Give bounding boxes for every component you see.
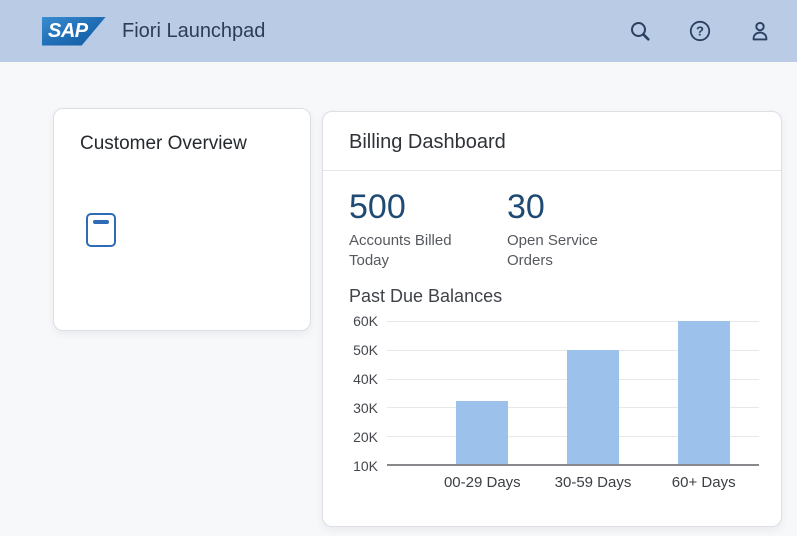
sap-logo-text: SAP	[48, 19, 88, 42]
tile-customer-overview[interactable]: Customer Overview	[53, 108, 311, 331]
x-category-label: 00-29 Days	[443, 474, 521, 492]
y-tick-label: 30K	[353, 400, 378, 417]
search-icon	[628, 19, 652, 43]
bar-slot	[538, 321, 649, 465]
help-icon: ?	[688, 19, 712, 43]
y-tick-label: 50K	[353, 342, 378, 359]
kpi-open-service-orders: 30 Open Service Orders	[507, 188, 619, 270]
bar-00-29 Days[interactable]	[456, 401, 509, 465]
chart-x-labels: 00-29 Days 30-59 Days 60+ Days	[387, 474, 759, 491]
x-category-label: 60+ Days	[671, 474, 736, 492]
profile-icon	[748, 19, 772, 43]
search-button[interactable]	[623, 14, 657, 48]
document-icon	[86, 213, 116, 247]
y-tick-label: 10K	[353, 458, 378, 475]
gridline	[387, 321, 759, 323]
y-tick-label: 60K	[353, 313, 378, 330]
app-title: Fiori Launchpad	[122, 19, 266, 42]
card-title: Billing Dashboard	[349, 131, 506, 153]
x-category-label: 30-59 Days	[554, 474, 632, 492]
bar-30-59 Days[interactable]	[567, 350, 619, 465]
bar-slot	[648, 321, 759, 465]
kpi-value: 500	[349, 188, 406, 226]
chart-body: 60K 50K 40K 30K 20K 10K	[349, 313, 759, 474]
y-tick-label: 20K	[353, 429, 378, 446]
bar-slot	[427, 321, 538, 465]
kpi-label: Accounts Billed Today	[349, 232, 452, 269]
kpi-value: 30	[507, 188, 545, 226]
card-billing-dashboard: Billing Dashboard 500 Accounts Billed To…	[322, 111, 782, 527]
kpi-row: 500 Accounts Billed Today 30 Open Servic…	[323, 171, 781, 270]
chart-title: Past Due Balances	[349, 286, 503, 307]
y-tick-label: 40K	[353, 371, 378, 388]
chart-y-axis: 60K 50K 40K 30K 20K 10K	[349, 313, 387, 474]
tile-title: Customer Overview	[80, 133, 247, 154]
profile-button[interactable]	[743, 14, 777, 48]
bar-60+ Days[interactable]	[677, 321, 730, 465]
shell-header: SAP Fiori Launchpad ?	[0, 0, 797, 62]
help-button[interactable]: ?	[683, 14, 717, 48]
launchpad-content: Customer Overview Billing Dashboard 500 …	[0, 62, 797, 536]
card-header: Billing Dashboard	[323, 112, 781, 171]
sap-logo[interactable]: SAP	[42, 16, 106, 46]
svg-text:?: ?	[696, 24, 704, 39]
kpi-label: Open Service Orders	[507, 232, 598, 269]
chart-plot	[387, 321, 759, 467]
kpi-accounts-billed: 500 Accounts Billed Today	[349, 188, 479, 270]
past-due-balances-chart: Past Due Balances 60K 50K 40K 30K 20K 10K 00-…	[323, 270, 781, 491]
chart-bars	[387, 321, 759, 465]
